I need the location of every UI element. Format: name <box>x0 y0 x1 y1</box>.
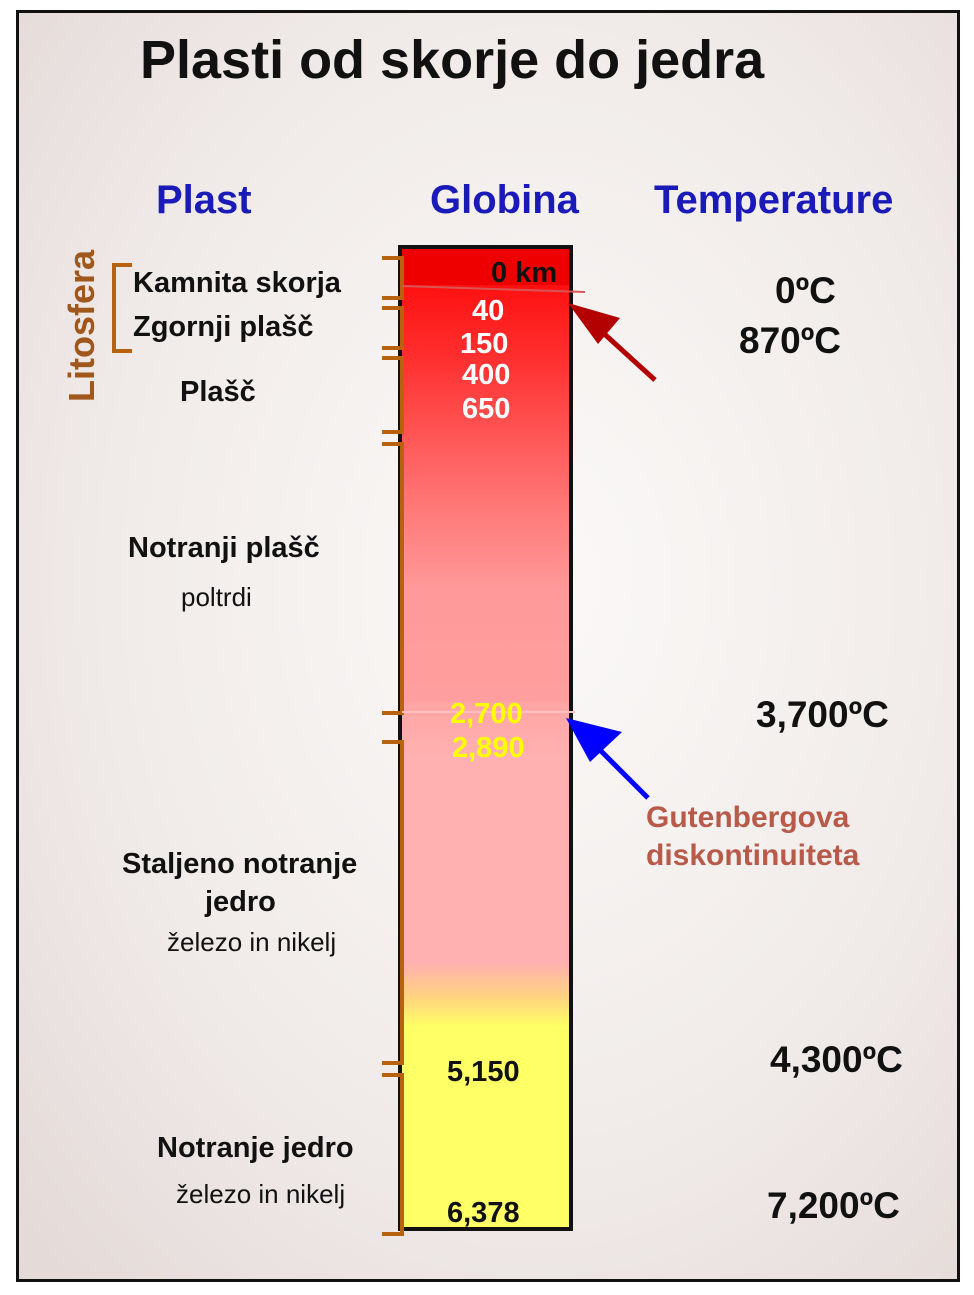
depth-400: 400 <box>462 359 511 391</box>
earth-depth-column <box>398 245 573 1231</box>
bracket-lithosphere <box>112 263 132 353</box>
layer-outer-core-line2: jedro <box>205 886 276 918</box>
layer-outer-core-composition: železo in nikelj <box>167 927 337 957</box>
layer-mantle: Plašč <box>180 376 256 408</box>
depth-650: 650 <box>462 393 511 425</box>
depth-40: 40 <box>472 295 505 327</box>
layer-inner-core: Notranje jedro <box>157 1132 354 1164</box>
layer-crust: Kamnita skorja <box>133 267 341 299</box>
temperature-7200: 7,200ºC <box>767 1185 900 1226</box>
page-title: Plasti od skorje do jedra <box>140 30 765 90</box>
bracket-upper-mantle <box>382 306 404 350</box>
bracket-outer-core <box>382 740 404 1065</box>
header-depth: Globina <box>430 178 579 222</box>
bracket-mantle <box>382 356 404 434</box>
bracket-inner-core <box>382 1073 404 1236</box>
temperature-870: 870ºC <box>739 320 841 361</box>
header-temperature: Temperature <box>654 178 894 222</box>
depth-5150: 5,150 <box>447 1056 520 1088</box>
layer-lower-mantle-state: poltrdi <box>181 582 252 612</box>
temperature-4300: 4,300ºC <box>770 1039 903 1080</box>
depth-0: 0 km <box>491 257 558 289</box>
bracket-crust <box>382 256 404 300</box>
blue-arrow <box>566 718 650 800</box>
layer-upper-mantle: Zgornji plašč <box>133 311 314 343</box>
temperature-0: 0ºC <box>775 270 836 311</box>
gutenberg-label-line2: diskontinuiteta <box>646 839 860 872</box>
layer-outer-core-line1: Staljeno notranje <box>122 848 358 880</box>
header-layer: Plast <box>156 178 252 222</box>
layer-lower-mantle: Notranji plašč <box>128 532 320 564</box>
depth-2890: 2,890 <box>452 732 525 764</box>
moho-line <box>401 285 586 293</box>
crust-band <box>402 249 569 285</box>
temperature-3700: 3,700ºC <box>756 694 889 735</box>
red-arrow <box>568 303 657 382</box>
depth-150: 150 <box>460 328 509 360</box>
depth-6378: 6,378 <box>447 1197 520 1229</box>
bracket-lower-mantle <box>382 442 404 715</box>
gutenberg-label-line1: Gutenbergova <box>646 801 850 834</box>
depth-2700: 2,700 <box>450 698 523 730</box>
lithosphere-label: Litosfera <box>61 249 102 402</box>
layer-inner-core-composition: železo in nikelj <box>176 1179 346 1209</box>
